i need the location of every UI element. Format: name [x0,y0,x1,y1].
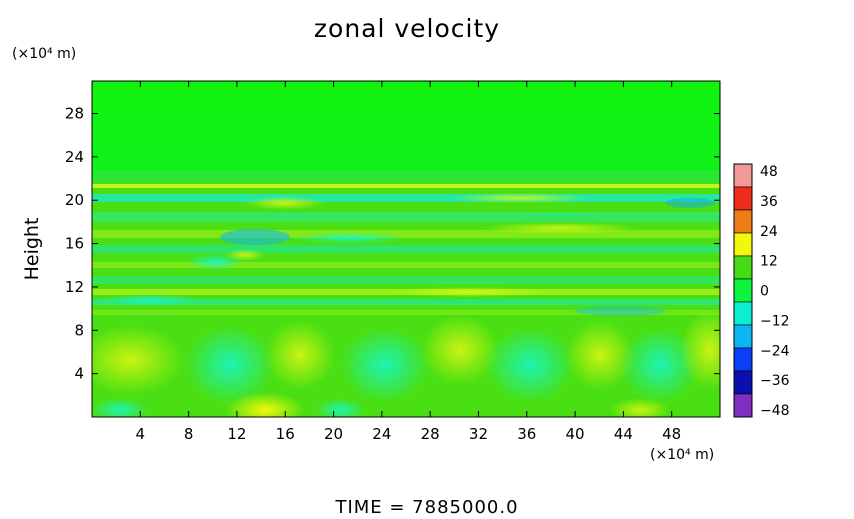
y-tick-label: 8 [74,321,84,339]
y-tick-label: 16 [65,235,84,253]
band [92,299,720,305]
feature [225,249,265,261]
colorbar-label: −24 [760,343,790,359]
y-tick-label: 28 [65,105,84,123]
lower-layer [92,310,720,417]
x-tick-label: 28 [421,425,440,443]
band [92,276,720,284]
colorbar-swatch [733,347,753,372]
colorbar: 48 36 24 12 0 −12 −24 −36 −48 [733,163,790,419]
colorbar-swatch [733,255,753,280]
colorbar-label: −12 [760,313,790,329]
x-tick-label: 12 [227,425,246,443]
feature [485,327,575,403]
colorbar-label: 48 [760,164,778,180]
x-tick-label: 20 [324,425,343,443]
y-tick-label: 20 [65,191,84,209]
colorbar-label: −48 [760,403,790,419]
feature [185,325,275,405]
band [92,230,720,238]
colorbar-label: 0 [760,284,769,300]
x-axis-unit: (×10⁴ m) [650,447,715,463]
x-tick-label: 48 [662,425,681,443]
x-tick-label: 16 [276,425,295,443]
plot-area [92,81,720,417]
feature [610,398,670,417]
band [92,262,720,268]
plot-frame [91,80,721,418]
x-tick-label: 24 [372,425,391,443]
feature [575,306,665,316]
x-tick-label: 32 [469,425,488,443]
colorbar-swatch [733,163,753,188]
feature [245,196,325,210]
x-tick-label: 8 [184,425,194,443]
feature [340,327,430,403]
colorbar-swatch [733,232,753,257]
y-axis: 4 8 12 16 20 24 28 [65,105,720,383]
colorbar-swatch [733,278,753,303]
feature [620,327,700,403]
x-tick-label: 4 [136,425,146,443]
x-tick-label: 40 [566,425,585,443]
colorbar-swatch [733,301,753,326]
band [92,194,720,202]
y-axis-label: Height [21,218,43,281]
feature [225,392,305,417]
band [92,245,720,253]
upper-layer [92,81,720,179]
feature [450,193,590,203]
y-tick-label: 4 [74,365,84,383]
time-label: TIME = 7885000.0 [335,497,519,518]
band [92,184,720,188]
colorbar-swatch [733,393,753,418]
feature [565,320,635,390]
feature [680,310,720,390]
colorbar-label: −36 [760,373,790,389]
feature [265,320,335,390]
x-axis: 4 8 12 16 20 24 28 32 36 40 44 48 [136,81,681,443]
x-tick-label: 44 [614,425,633,443]
feature [92,325,185,395]
y-tick-label: 24 [65,148,84,166]
y-tick-label: 12 [65,278,84,296]
colorbar-swatch [733,209,753,234]
feature [390,287,550,297]
feature [480,222,640,234]
colorbar-label: 36 [760,194,778,210]
feature [220,229,290,245]
feature [420,315,500,385]
band [92,212,720,222]
colorbar-swatch [733,370,753,395]
colorbar-frame [733,163,753,418]
chart-title: zonal velocity [313,14,501,43]
feature [100,294,200,306]
feature [315,398,365,417]
feature [92,398,150,417]
y-axis-unit: (×10⁴ m) [12,46,77,62]
colorbar-swatch [733,186,753,211]
colorbar-label: 24 [760,224,778,240]
transition-band [92,170,720,184]
feature [665,198,715,208]
velocity-features [100,193,715,316]
colorbar-label: 12 [760,254,778,270]
feature [290,232,410,244]
colorbar-swatch [733,324,753,349]
band [92,310,720,315]
x-tick-label: 36 [517,425,536,443]
